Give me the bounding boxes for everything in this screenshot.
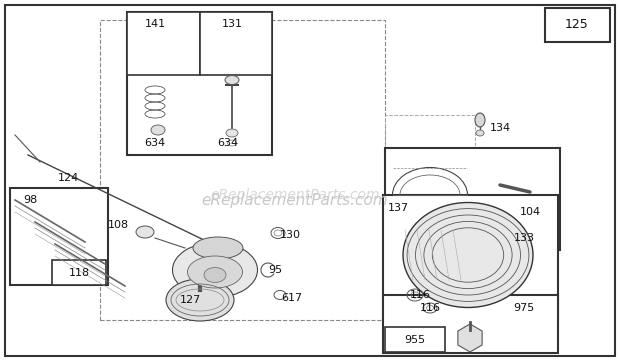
Bar [383, 295, 558, 353]
Ellipse shape [476, 130, 484, 136]
Text: eReplacementParts.com: eReplacementParts.com [202, 192, 388, 208]
Text: 127: 127 [179, 295, 201, 305]
Text: 108: 108 [107, 220, 128, 230]
Bar [492, 295, 556, 320]
Text: 634: 634 [144, 138, 166, 148]
Bar [545, 8, 610, 42]
Text: 133: 133 [513, 233, 534, 243]
Ellipse shape [166, 279, 234, 321]
Ellipse shape [187, 256, 242, 288]
Ellipse shape [136, 226, 154, 238]
Text: eReplacementParts.com: eReplacementParts.com [210, 188, 379, 202]
Ellipse shape [151, 125, 165, 135]
Text: 118: 118 [68, 268, 89, 278]
Ellipse shape [172, 243, 257, 297]
Bar [52, 260, 106, 285]
Text: 116: 116 [409, 290, 430, 300]
Text: 125: 125 [565, 18, 589, 31]
Text: 955: 955 [404, 335, 425, 345]
Ellipse shape [225, 75, 239, 84]
Ellipse shape [204, 268, 226, 283]
Bar [385, 327, 445, 352]
Text: 634: 634 [218, 138, 239, 148]
Bar [385, 115, 475, 200]
Bar [127, 12, 200, 75]
Bar [383, 195, 558, 320]
Ellipse shape [193, 237, 243, 259]
Text: 95: 95 [268, 265, 282, 275]
Bar [200, 12, 272, 75]
Bar [100, 20, 385, 320]
Bar [385, 148, 560, 250]
Ellipse shape [475, 113, 485, 127]
Text: 137: 137 [388, 203, 409, 213]
Text: 141: 141 [144, 19, 166, 29]
Text: 124: 124 [58, 173, 79, 183]
Bar [10, 188, 108, 285]
Ellipse shape [226, 129, 238, 137]
Text: 98: 98 [23, 195, 37, 205]
Bar [127, 12, 272, 155]
Text: 134: 134 [489, 123, 510, 133]
Text: 104: 104 [520, 207, 541, 217]
Ellipse shape [403, 203, 533, 308]
Text: 116: 116 [420, 303, 440, 313]
Text: 130: 130 [280, 230, 301, 240]
Text: 975: 975 [513, 303, 534, 313]
Text: 131: 131 [221, 19, 242, 29]
Text: 617: 617 [281, 293, 303, 303]
Bar [490, 225, 558, 250]
